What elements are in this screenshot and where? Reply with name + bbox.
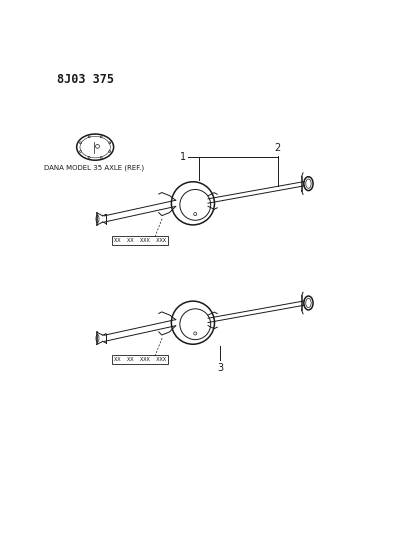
Text: 3: 3 [217,363,223,373]
Circle shape [100,136,102,138]
Text: XX  XX  XXX  XXX: XX XX XXX XXX [114,238,166,243]
Text: DANA MODEL 35 AXLE (REF.): DANA MODEL 35 AXLE (REF.) [44,165,144,171]
Circle shape [88,157,90,158]
Circle shape [80,150,82,152]
Circle shape [109,150,110,152]
Text: 1: 1 [180,152,186,162]
Text: 2: 2 [274,143,281,154]
Circle shape [88,136,90,138]
Circle shape [80,142,82,144]
FancyBboxPatch shape [112,236,168,245]
Circle shape [100,157,102,158]
Circle shape [109,142,110,144]
Text: 8J03 375: 8J03 375 [57,73,114,86]
FancyBboxPatch shape [112,356,168,364]
Text: XX  XX  XXX  XXX: XX XX XXX XXX [114,357,166,362]
